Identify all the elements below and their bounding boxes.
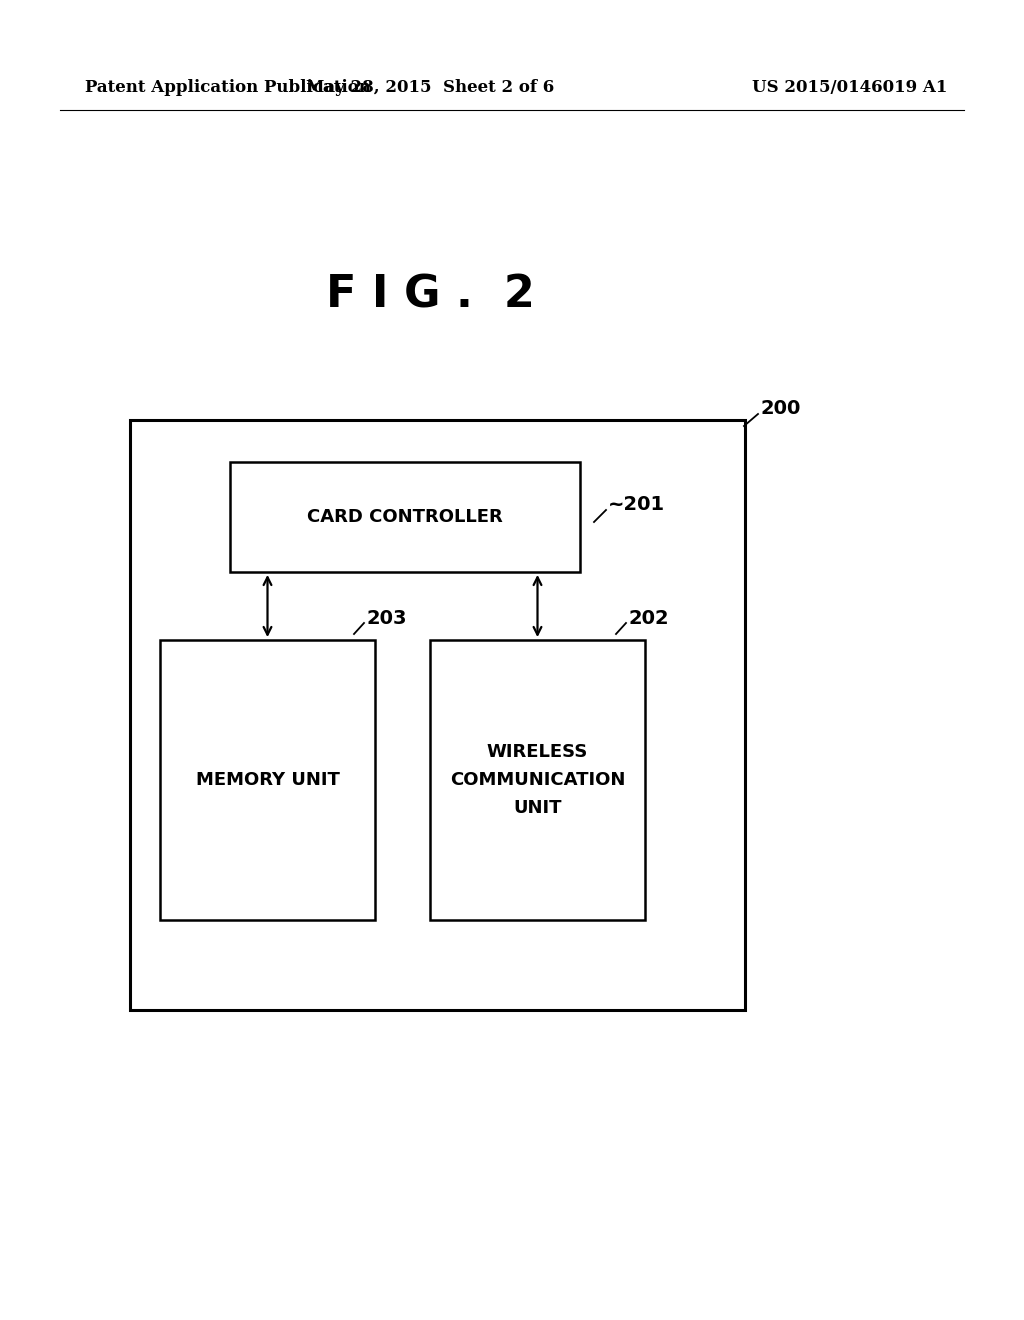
Text: WIRELESS
COMMUNICATION
UNIT: WIRELESS COMMUNICATION UNIT <box>450 743 626 817</box>
Bar <box>130 420 745 1010</box>
Text: 203: 203 <box>366 609 407 627</box>
Bar <box>230 462 580 572</box>
Text: May 28, 2015  Sheet 2 of 6: May 28, 2015 Sheet 2 of 6 <box>306 79 554 96</box>
Text: CARD CONTROLLER: CARD CONTROLLER <box>307 508 503 525</box>
Text: F I G .  2: F I G . 2 <box>326 273 535 317</box>
Bar <box>160 640 375 920</box>
Text: ~201: ~201 <box>608 495 666 513</box>
Text: 200: 200 <box>760 399 801 417</box>
Text: 202: 202 <box>628 609 669 627</box>
Bar <box>430 640 645 920</box>
Text: MEMORY UNIT: MEMORY UNIT <box>196 771 339 789</box>
Text: US 2015/0146019 A1: US 2015/0146019 A1 <box>753 79 947 96</box>
Text: Patent Application Publication: Patent Application Publication <box>85 79 371 96</box>
